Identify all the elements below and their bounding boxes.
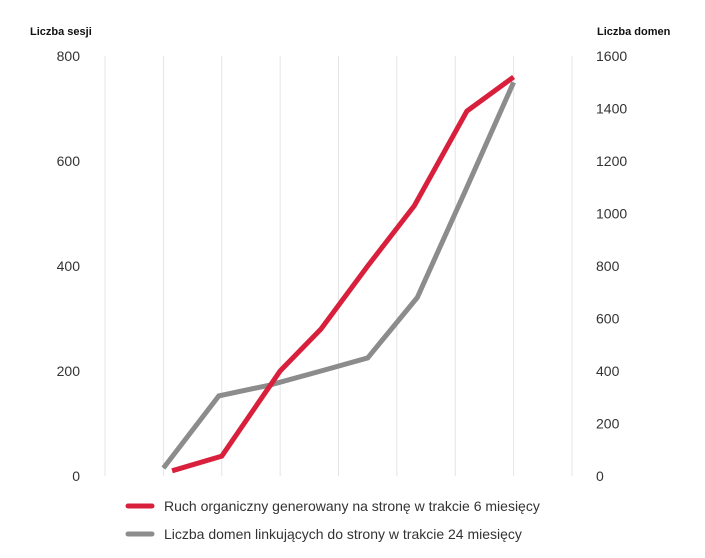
left-tick-label: 200	[57, 363, 81, 379]
left-tick-label: 400	[57, 258, 81, 274]
right-tick-label: 1600	[596, 48, 627, 64]
right-tick-label: 1000	[596, 206, 627, 222]
series-line-2	[161, 81, 516, 470]
legend-label: Ruch organiczny generowany na stronę w t…	[164, 498, 540, 514]
right-tick-label: 800	[596, 258, 620, 274]
right-tick-label: 1400	[596, 101, 627, 117]
left-axis-title: Liczba sesji	[30, 26, 92, 38]
right-axis-ticks: 0 200 400 600 800 1000 1200 1400 1600	[596, 48, 627, 484]
left-tick-label: 800	[57, 48, 81, 64]
right-tick-label: 0	[596, 468, 604, 484]
legend: Ruch organiczny generowany na stronę w t…	[125, 498, 540, 542]
legend-label: Liczba domen linkujących do strony w tra…	[164, 526, 522, 542]
left-tick-label: 0	[72, 468, 80, 484]
right-axis-title: Liczba domen	[597, 26, 671, 38]
right-tick-label: 200	[596, 416, 620, 432]
left-tick-label: 600	[57, 153, 81, 169]
series-lines	[161, 74, 516, 474]
right-tick-label: 400	[596, 363, 620, 379]
right-tick-label: 1200	[596, 153, 627, 169]
series-line-1	[171, 74, 516, 474]
right-tick-label: 600	[596, 311, 620, 327]
vertical-grid	[104, 56, 573, 476]
left-axis-ticks: 0 200 400 600 800	[57, 48, 81, 484]
